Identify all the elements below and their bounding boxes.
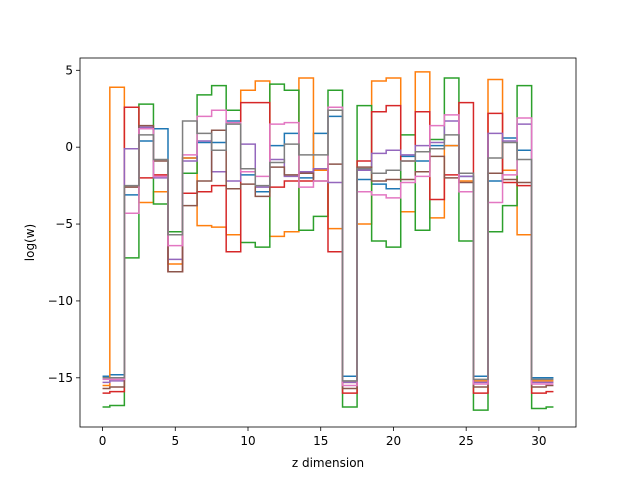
x-tick-label: 5	[171, 434, 179, 448]
y-tick-label: 0	[65, 140, 73, 154]
y-axis-label: log(w)	[23, 224, 37, 261]
x-axis-ticks: 0 5 10 15 20 25 30	[99, 427, 547, 448]
series-line-8	[102, 109, 554, 382]
y-axis-ticks: 5 0 −5 −10 −15	[48, 63, 80, 385]
y-tick-label: −10	[48, 294, 73, 308]
x-tick-label: 10	[240, 434, 255, 448]
series-layer	[102, 71, 554, 411]
x-tick-label: 15	[313, 434, 328, 448]
plot-frame	[79, 57, 577, 428]
y-tick-label: −15	[48, 371, 73, 385]
x-tick-label: 30	[531, 434, 546, 448]
y-tick-label: 5	[65, 63, 73, 77]
x-tick-label: 25	[459, 434, 474, 448]
x-axis-label: z dimension	[292, 456, 364, 470]
x-tick-label: 0	[99, 434, 107, 448]
y-tick-label: −5	[55, 217, 73, 231]
x-tick-label: 20	[386, 434, 401, 448]
